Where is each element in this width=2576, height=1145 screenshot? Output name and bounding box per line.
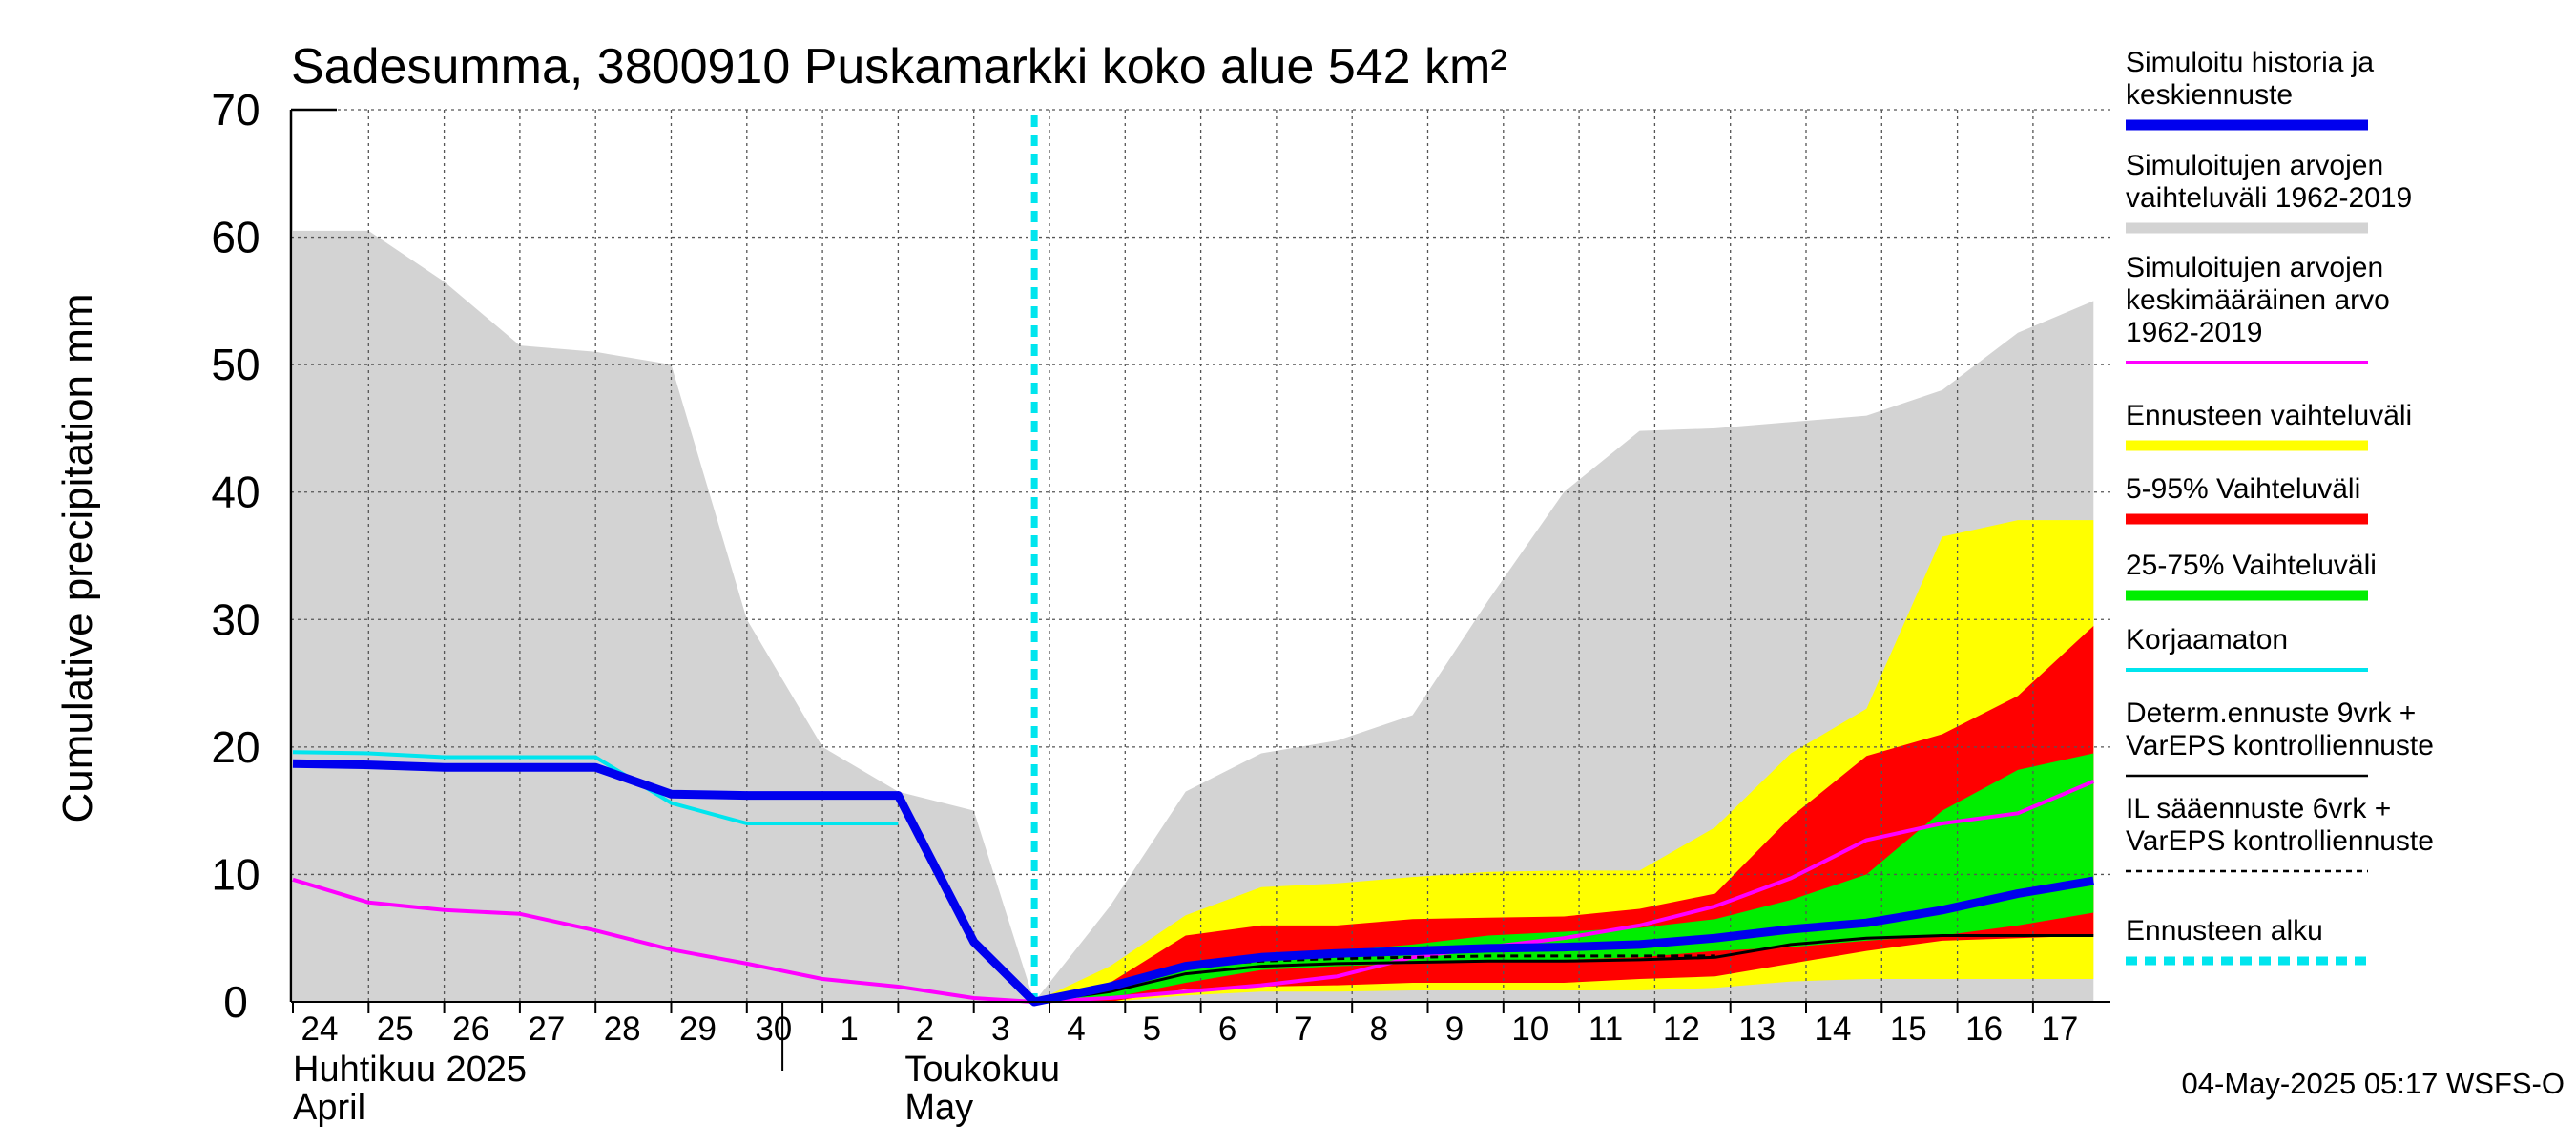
- month-label-en: May: [904, 1088, 973, 1128]
- legend-label: vaihteluväli 1962-2019: [2126, 182, 2412, 214]
- x-tick-label: 28: [604, 1010, 641, 1048]
- legend: Simuloitu historia jakeskiennusteSimuloi…: [2126, 47, 2434, 966]
- legend-label: IL sääennuste 6vrk +: [2126, 793, 2391, 824]
- y-tick-label: 0: [223, 977, 248, 1027]
- legend-item-5-95-vaihteluv-li: 5-95% Vaihteluväli: [2126, 473, 2368, 525]
- month-label-fi: Toukokuu: [904, 1050, 1060, 1090]
- legend-item-determ-ennuste-9vrk-vareps-kontrolliennuste: Determ.ennuste 9vrk +VarEPS kontrollienn…: [2126, 697, 2434, 778]
- y-axis-label: Cumulative precipitation mm: [54, 293, 101, 822]
- x-tick-label: 26: [452, 1010, 489, 1048]
- legend-label: keskiennuste: [2126, 79, 2293, 111]
- band-simuloitujen-arvojen-vaihteluv-li-1962-2019: [293, 230, 2094, 1002]
- legend-label: Ennusteen alku: [2126, 915, 2323, 947]
- legend-label: VarEPS kontrolliennuste: [2126, 730, 2434, 761]
- x-tick-label: 29: [679, 1010, 717, 1048]
- legend-item-korjaamaton: Korjaamaton: [2126, 624, 2368, 672]
- y-tick-label: 70: [211, 85, 260, 135]
- month-label-en: April: [293, 1088, 365, 1128]
- x-tick-label: 7: [1294, 1010, 1312, 1048]
- y-tick-label: 40: [211, 468, 260, 517]
- legend-label: 1962-2019: [2126, 317, 2262, 348]
- legend-item-ennusteen-vaihteluv-li: Ennusteen vaihteluväli: [2126, 400, 2412, 451]
- series-simuloitujen-arvojen-keskim-r-inen-arvo-1962-2019: [292, 780, 2095, 1004]
- month-label-fi: Huhtikuu 2025: [293, 1050, 527, 1090]
- series-simuloitu-historia-ja-keskiennuste: [292, 759, 2095, 1007]
- y-tick-label: 20: [211, 722, 260, 772]
- legend-label: Simuloitujen arvojen: [2126, 150, 2383, 181]
- x-tick-label: 10: [1511, 1010, 1548, 1048]
- legend-label: Determ.ennuste 9vrk +: [2126, 697, 2416, 729]
- x-tick-label: 2: [916, 1010, 934, 1048]
- y-axis: 0 10 20 30 40 50 60 70: [211, 85, 337, 1027]
- x-tick-label: 27: [528, 1010, 565, 1048]
- band-25-75-vaihteluv-li: [1034, 753, 2094, 1002]
- timestamp-footer: 04-May-2025 05:17 WSFS-O: [2182, 1067, 2565, 1100]
- x-tick-label: 4: [1067, 1010, 1085, 1048]
- y-tick-label: 60: [211, 213, 260, 262]
- x-tick-label: 25: [377, 1010, 414, 1048]
- x-tick-label: 8: [1369, 1010, 1387, 1048]
- x-tick-label: 9: [1445, 1010, 1464, 1048]
- legend-label: VarEPS kontrolliennuste: [2126, 825, 2434, 857]
- x-tick-label: 15: [1890, 1010, 1927, 1048]
- x-axis: 24 25 26 27 28 29 30 1 2 3 4 5 6 7 8 9 10 11 12 13 14 15 16 17H…: [291, 1001, 2110, 1128]
- x-tick-label: 5: [1143, 1010, 1161, 1048]
- x-tick-label: 3: [991, 1010, 1009, 1048]
- series-determ-ennuste-9vrk-vareps-kontrolliennuste: [1033, 934, 2094, 1004]
- x-tick-label: 1: [840, 1010, 858, 1048]
- y-tick-label: 10: [211, 849, 260, 899]
- legend-label: keskimääräinen arvo: [2126, 284, 2390, 316]
- y-tick-label: 50: [211, 340, 260, 389]
- x-tick-label: 6: [1218, 1010, 1236, 1048]
- y-axis-label-text: Cumulative precipitation mm: [54, 293, 101, 822]
- x-tick-label: 14: [1815, 1010, 1852, 1048]
- x-tick-label: 13: [1738, 1010, 1776, 1048]
- x-tick-label: 24: [301, 1010, 339, 1048]
- chart-title: Sadesumma, 3800910 Puskamarkki koko alue…: [291, 39, 1507, 94]
- x-tick-label: 12: [1663, 1010, 1700, 1048]
- legend-label: Ennusteen vaihteluväli: [2126, 400, 2412, 431]
- x-tick-label: 17: [2041, 1010, 2078, 1048]
- legend-item-ennusteen-alku: Ennusteen alku: [2126, 915, 2368, 966]
- x-tick-label: 11: [1589, 1010, 1623, 1048]
- legend-label: Korjaamaton: [2126, 624, 2288, 656]
- legend-label: 5-95% Vaihteluväli: [2126, 473, 2360, 505]
- legend-label: Simuloitu historia ja: [2126, 47, 2374, 78]
- legend-item-25-75-vaihteluv-li: 25-75% Vaihteluväli: [2126, 550, 2377, 601]
- legend-item-il-s-ennuste-6vrk-vareps-kontrolliennuste: IL sääennuste 6vrk + VarEPS kontrollienn…: [2126, 793, 2434, 873]
- series-korjaamaton: [292, 750, 899, 825]
- y-tick-label: 30: [211, 594, 260, 644]
- plot-area: [291, 109, 2110, 1007]
- x-tick-label: 30: [755, 1010, 792, 1048]
- legend-label: Simuloitujen arvojen: [2126, 252, 2383, 283]
- x-tick-label: 16: [1965, 1010, 2003, 1048]
- legend-label: 25-75% Vaihteluväli: [2126, 550, 2377, 581]
